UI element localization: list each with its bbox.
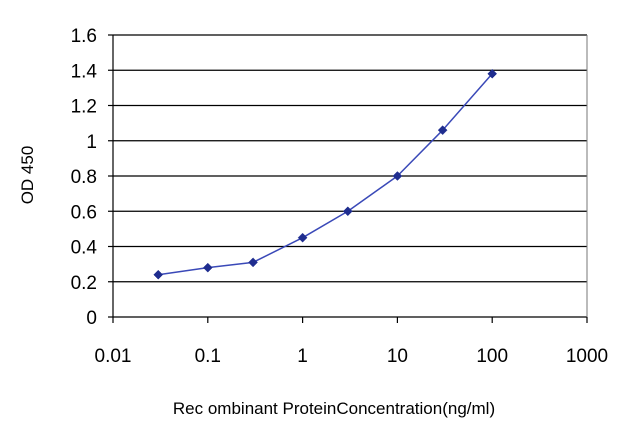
data-point-2 xyxy=(248,257,258,268)
y-tick-label-7: 1.4 xyxy=(71,61,98,82)
data-point-1 xyxy=(202,262,213,273)
y-tick-label-1: 0.2 xyxy=(71,273,97,294)
y-tick-label-3: 0.6 xyxy=(71,202,97,223)
x-tick-label-4: 100 xyxy=(476,346,508,367)
y-tick-label-0: 0 xyxy=(86,308,97,329)
axes xyxy=(108,34,588,323)
x-tick-label-3: 10 xyxy=(387,346,408,367)
tick-labels: 0 0.2 0.4 0.6 0.8 1 1.2 1.4 1.6 0.01 0.1 1 10 100 1000 xyxy=(71,26,609,367)
data-point-6 xyxy=(437,125,448,136)
series-line-0 xyxy=(158,73,493,276)
y-tick-label-4: 0.8 xyxy=(71,167,97,188)
gridlines xyxy=(113,34,587,317)
y-tick-label-2: 0.4 xyxy=(71,238,98,259)
x-axis-title: Rec ombinant ProteinConcentration(ng/ml) xyxy=(173,399,495,418)
y-tick-label-8: 1.6 xyxy=(71,26,97,47)
y-tick-label-6: 1.2 xyxy=(71,97,97,118)
data-series xyxy=(153,68,498,280)
x-tick-label-0: 0.01 xyxy=(95,346,132,367)
y-tick-label-5: 1 xyxy=(86,132,97,153)
y-axis-title: OD 450 xyxy=(18,146,37,205)
data-point-7 xyxy=(487,68,498,79)
data-point-0 xyxy=(153,269,164,280)
x-tick-label-1: 0.1 xyxy=(195,346,221,367)
data-point-4 xyxy=(342,206,353,217)
data-point-5 xyxy=(392,171,403,181)
x-tick-label-5: 1000 xyxy=(566,346,608,367)
x-tick-label-2: 1 xyxy=(297,346,308,367)
data-point-3 xyxy=(297,232,308,243)
